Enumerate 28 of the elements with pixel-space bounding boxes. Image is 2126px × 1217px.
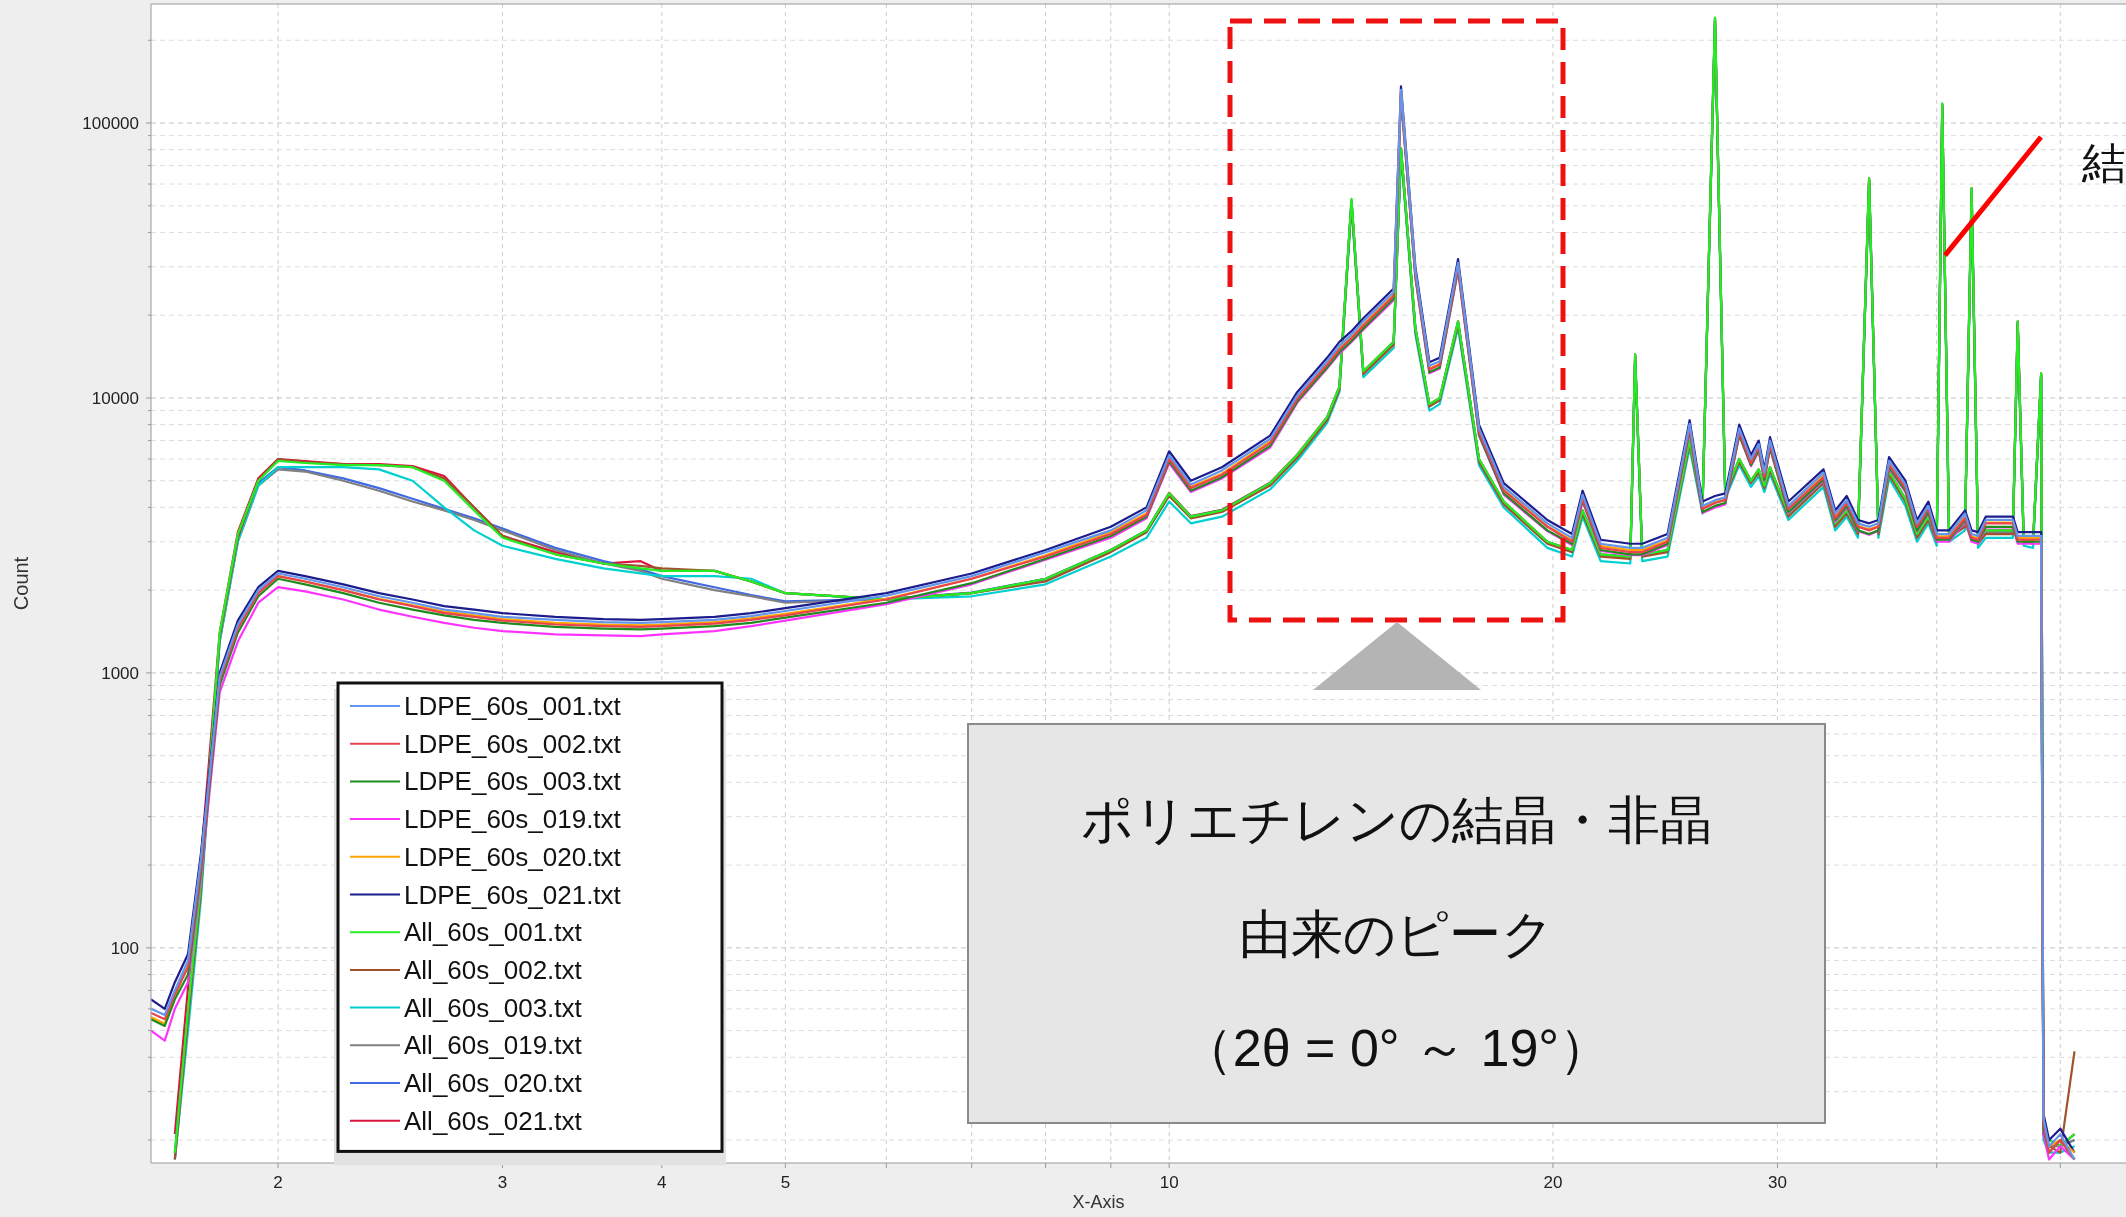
y-axis-title: Count [10, 556, 32, 611]
y-tick-label: 100000 [82, 114, 139, 134]
x-tick-label: 10 [1159, 1173, 1179, 1192]
y-tick-label: 1000 [101, 663, 139, 683]
x-axis-title: X-Axis [1072, 1192, 1125, 1212]
legend-label: All_60s_001.txt [404, 917, 583, 948]
legend-label: All_60s_021.txt [404, 1105, 583, 1136]
legend-label: LDPE_60s_001.txt [404, 691, 622, 721]
legend-label: LDPE_60s_003.txt [404, 766, 622, 797]
legend-label: LDPE_60s_021.txt [404, 879, 622, 910]
x-tick-label: 20 [1543, 1173, 1563, 1192]
x-tick-label: 2 [273, 1173, 283, 1192]
legend-label: All_60s_002.txt [404, 954, 583, 985]
legend-label: All_60s_019.txt [404, 1030, 583, 1061]
y-tick-label: 100 [110, 938, 139, 958]
y-tick-label: 10000 [91, 388, 139, 408]
annotation: （2θ = 0° ～ 19°） [1180, 1019, 1612, 1077]
legend-label: LDPE_60s_020.txt [404, 841, 622, 872]
x-tick-label: 4 [657, 1173, 667, 1192]
x-tick-label: 30 [1767, 1173, 1787, 1192]
x-tick-label: 3 [497, 1173, 508, 1192]
legend-label: All_60s_020.txt [404, 1068, 583, 1098]
legend-label: All_60s_003.txt [404, 992, 583, 1023]
annotation: 結 [2081, 138, 2126, 187]
annotation: ポリエチレンの結晶・非晶由来のピーク [1080, 791, 1712, 963]
legend-label: LDPE_60s_002.txt [404, 728, 622, 759]
x-tick-label: 5 [780, 1173, 791, 1192]
legend-label: LDPE_60s_019.txt [404, 804, 622, 835]
